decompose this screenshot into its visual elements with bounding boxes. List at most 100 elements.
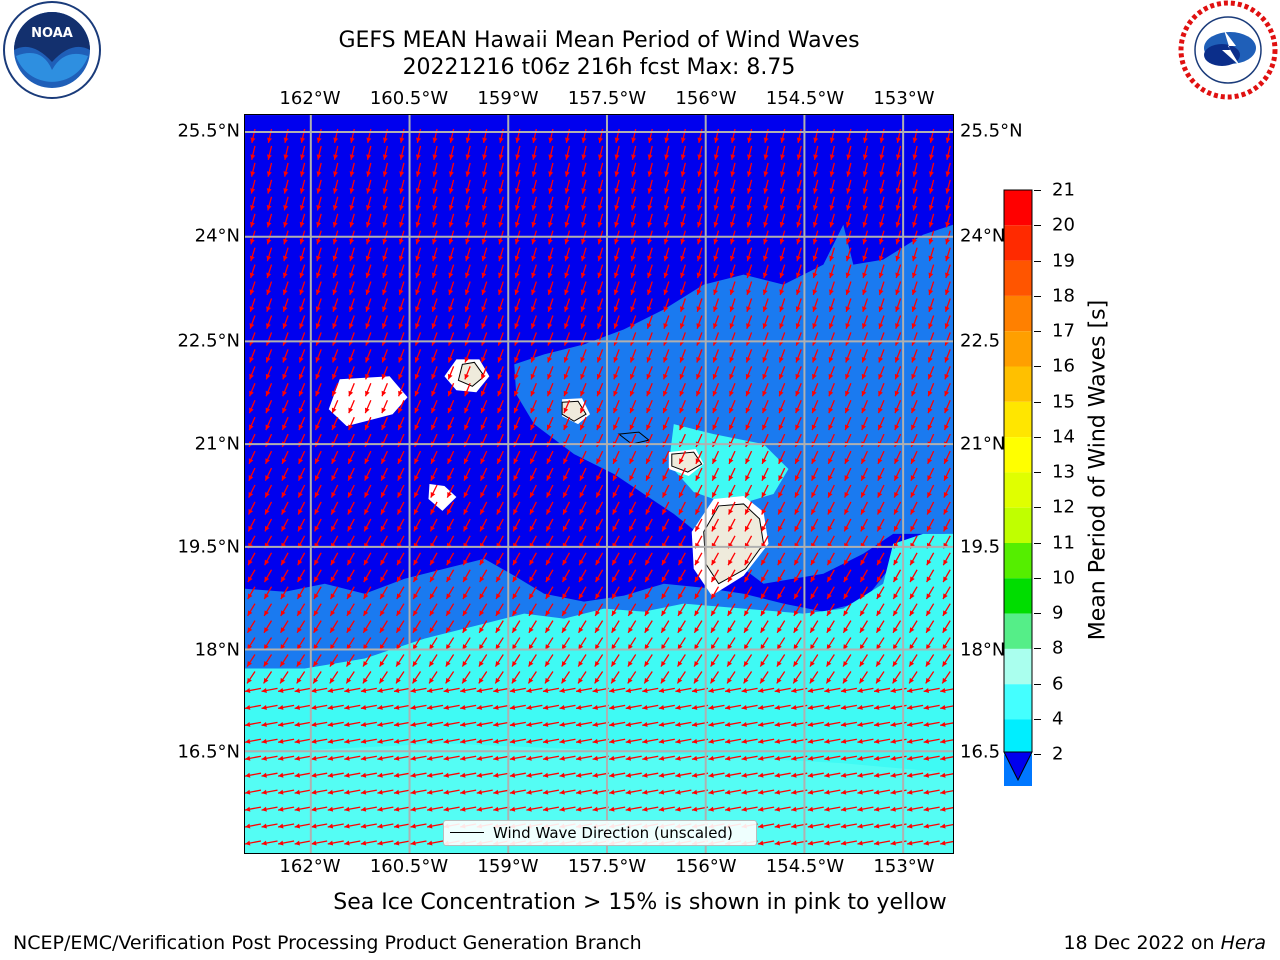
land-maui — [671, 451, 703, 473]
wind-arrow — [448, 264, 455, 279]
wind-arrow — [646, 315, 653, 329]
wind-arrow — [246, 620, 256, 634]
wind-arrow — [647, 196, 653, 211]
wind-arrow — [313, 603, 322, 617]
wind-arrow — [478, 586, 488, 600]
wind-arrow — [379, 603, 388, 617]
wind-arrow — [562, 484, 571, 498]
wind-arrow — [774, 840, 791, 846]
wind-arrow — [460, 772, 477, 778]
footer-branch: NCEP/EMC/Verification Post Processing Pr… — [13, 932, 642, 954]
wind-arrow — [578, 603, 587, 617]
wind-arrow — [894, 383, 902, 397]
wind-arrow — [741, 772, 758, 778]
wind-arrow — [894, 366, 902, 380]
wind-arrow — [443, 772, 460, 778]
wind-arrow — [762, 298, 769, 313]
wind-arrow — [280, 569, 289, 583]
wind-arrow — [630, 179, 637, 194]
wind-arrow — [729, 315, 736, 329]
wind-arrow — [827, 484, 835, 498]
wind-arrow — [778, 349, 786, 363]
wind-arrow — [430, 450, 438, 465]
wind-arrow — [694, 501, 703, 515]
wind-arrow — [812, 281, 819, 296]
wind-arrow — [526, 687, 543, 693]
wind-arrow — [311, 806, 328, 812]
wind-arrow — [945, 162, 951, 177]
colorbar-segment — [1004, 366, 1032, 402]
wind-arrow — [493, 755, 510, 761]
wind-arrow — [724, 721, 742, 727]
wind-arrow — [294, 687, 311, 693]
wind-arrow — [629, 383, 637, 397]
wind-arrow — [875, 637, 885, 651]
wind-arrow — [646, 349, 653, 363]
wind-arrow — [680, 145, 686, 160]
wind-arrow — [460, 738, 477, 744]
wind-arrow — [746, 162, 753, 177]
wind-arrow — [331, 383, 339, 397]
wind-arrow — [564, 264, 571, 279]
wind-arrow — [298, 416, 306, 431]
wind-arrow — [545, 501, 554, 515]
wind-arrow — [266, 213, 273, 228]
wind-arrow — [412, 603, 422, 617]
wind-arrow — [774, 806, 791, 812]
wind-arrow — [479, 467, 488, 482]
wind-arrow — [316, 162, 322, 177]
wind-arrow — [843, 586, 852, 600]
wind-arrow — [926, 552, 935, 566]
wind-arrow — [399, 196, 405, 211]
wind-arrow — [414, 416, 422, 431]
colorbar-segment — [1004, 472, 1032, 508]
wind-arrow — [911, 264, 918, 279]
wind-arrow — [443, 789, 460, 795]
wind-arrow — [675, 721, 692, 727]
wind-arrow — [446, 501, 455, 515]
wind-arrow — [877, 450, 885, 465]
wind-arrow — [382, 264, 389, 279]
wind-arrow — [923, 806, 940, 812]
wind-arrow — [625, 704, 642, 710]
wind-arrow — [398, 247, 405, 262]
wind-arrow — [512, 501, 521, 515]
wind-arrow — [777, 569, 786, 583]
wind-arrow — [658, 687, 675, 693]
wind-arrow — [927, 450, 935, 465]
wind-arrow — [908, 671, 918, 684]
colorbar-tick — [1034, 613, 1041, 614]
wind-arrow — [862, 264, 869, 279]
wind-arrow — [447, 366, 455, 380]
wind-arrow — [445, 603, 455, 617]
wind-arrow — [347, 518, 355, 532]
wind-arrow — [741, 704, 758, 710]
wind-arrow — [495, 552, 504, 566]
wind-arrow — [627, 620, 637, 634]
wind-arrow — [432, 196, 438, 211]
wind-arrow — [861, 399, 869, 414]
wind-arrow — [796, 264, 802, 279]
wind-arrow — [843, 518, 852, 532]
wind-arrow — [926, 467, 935, 482]
wind-arrow — [377, 840, 394, 846]
wind-arrow — [628, 569, 637, 583]
wind-arrow — [661, 569, 670, 583]
wind-arrow — [481, 298, 488, 313]
wind-arrow — [908, 654, 918, 667]
wind-arrow — [925, 671, 935, 684]
wind-arrow — [940, 789, 953, 795]
wind-arrow — [380, 484, 388, 498]
wind-arrow — [664, 145, 670, 160]
wind-arrow — [873, 687, 891, 693]
wind-arrow — [250, 196, 256, 211]
wind-arrow — [809, 654, 819, 667]
wind-arrow — [795, 315, 802, 329]
wind-arrow — [563, 383, 571, 397]
wind-arrow — [744, 518, 753, 532]
wind-arrow — [826, 603, 835, 617]
wind-arrow — [793, 586, 802, 600]
wind-arrow — [564, 196, 571, 211]
wind-arrow — [712, 383, 720, 397]
wind-arrow — [297, 569, 306, 583]
